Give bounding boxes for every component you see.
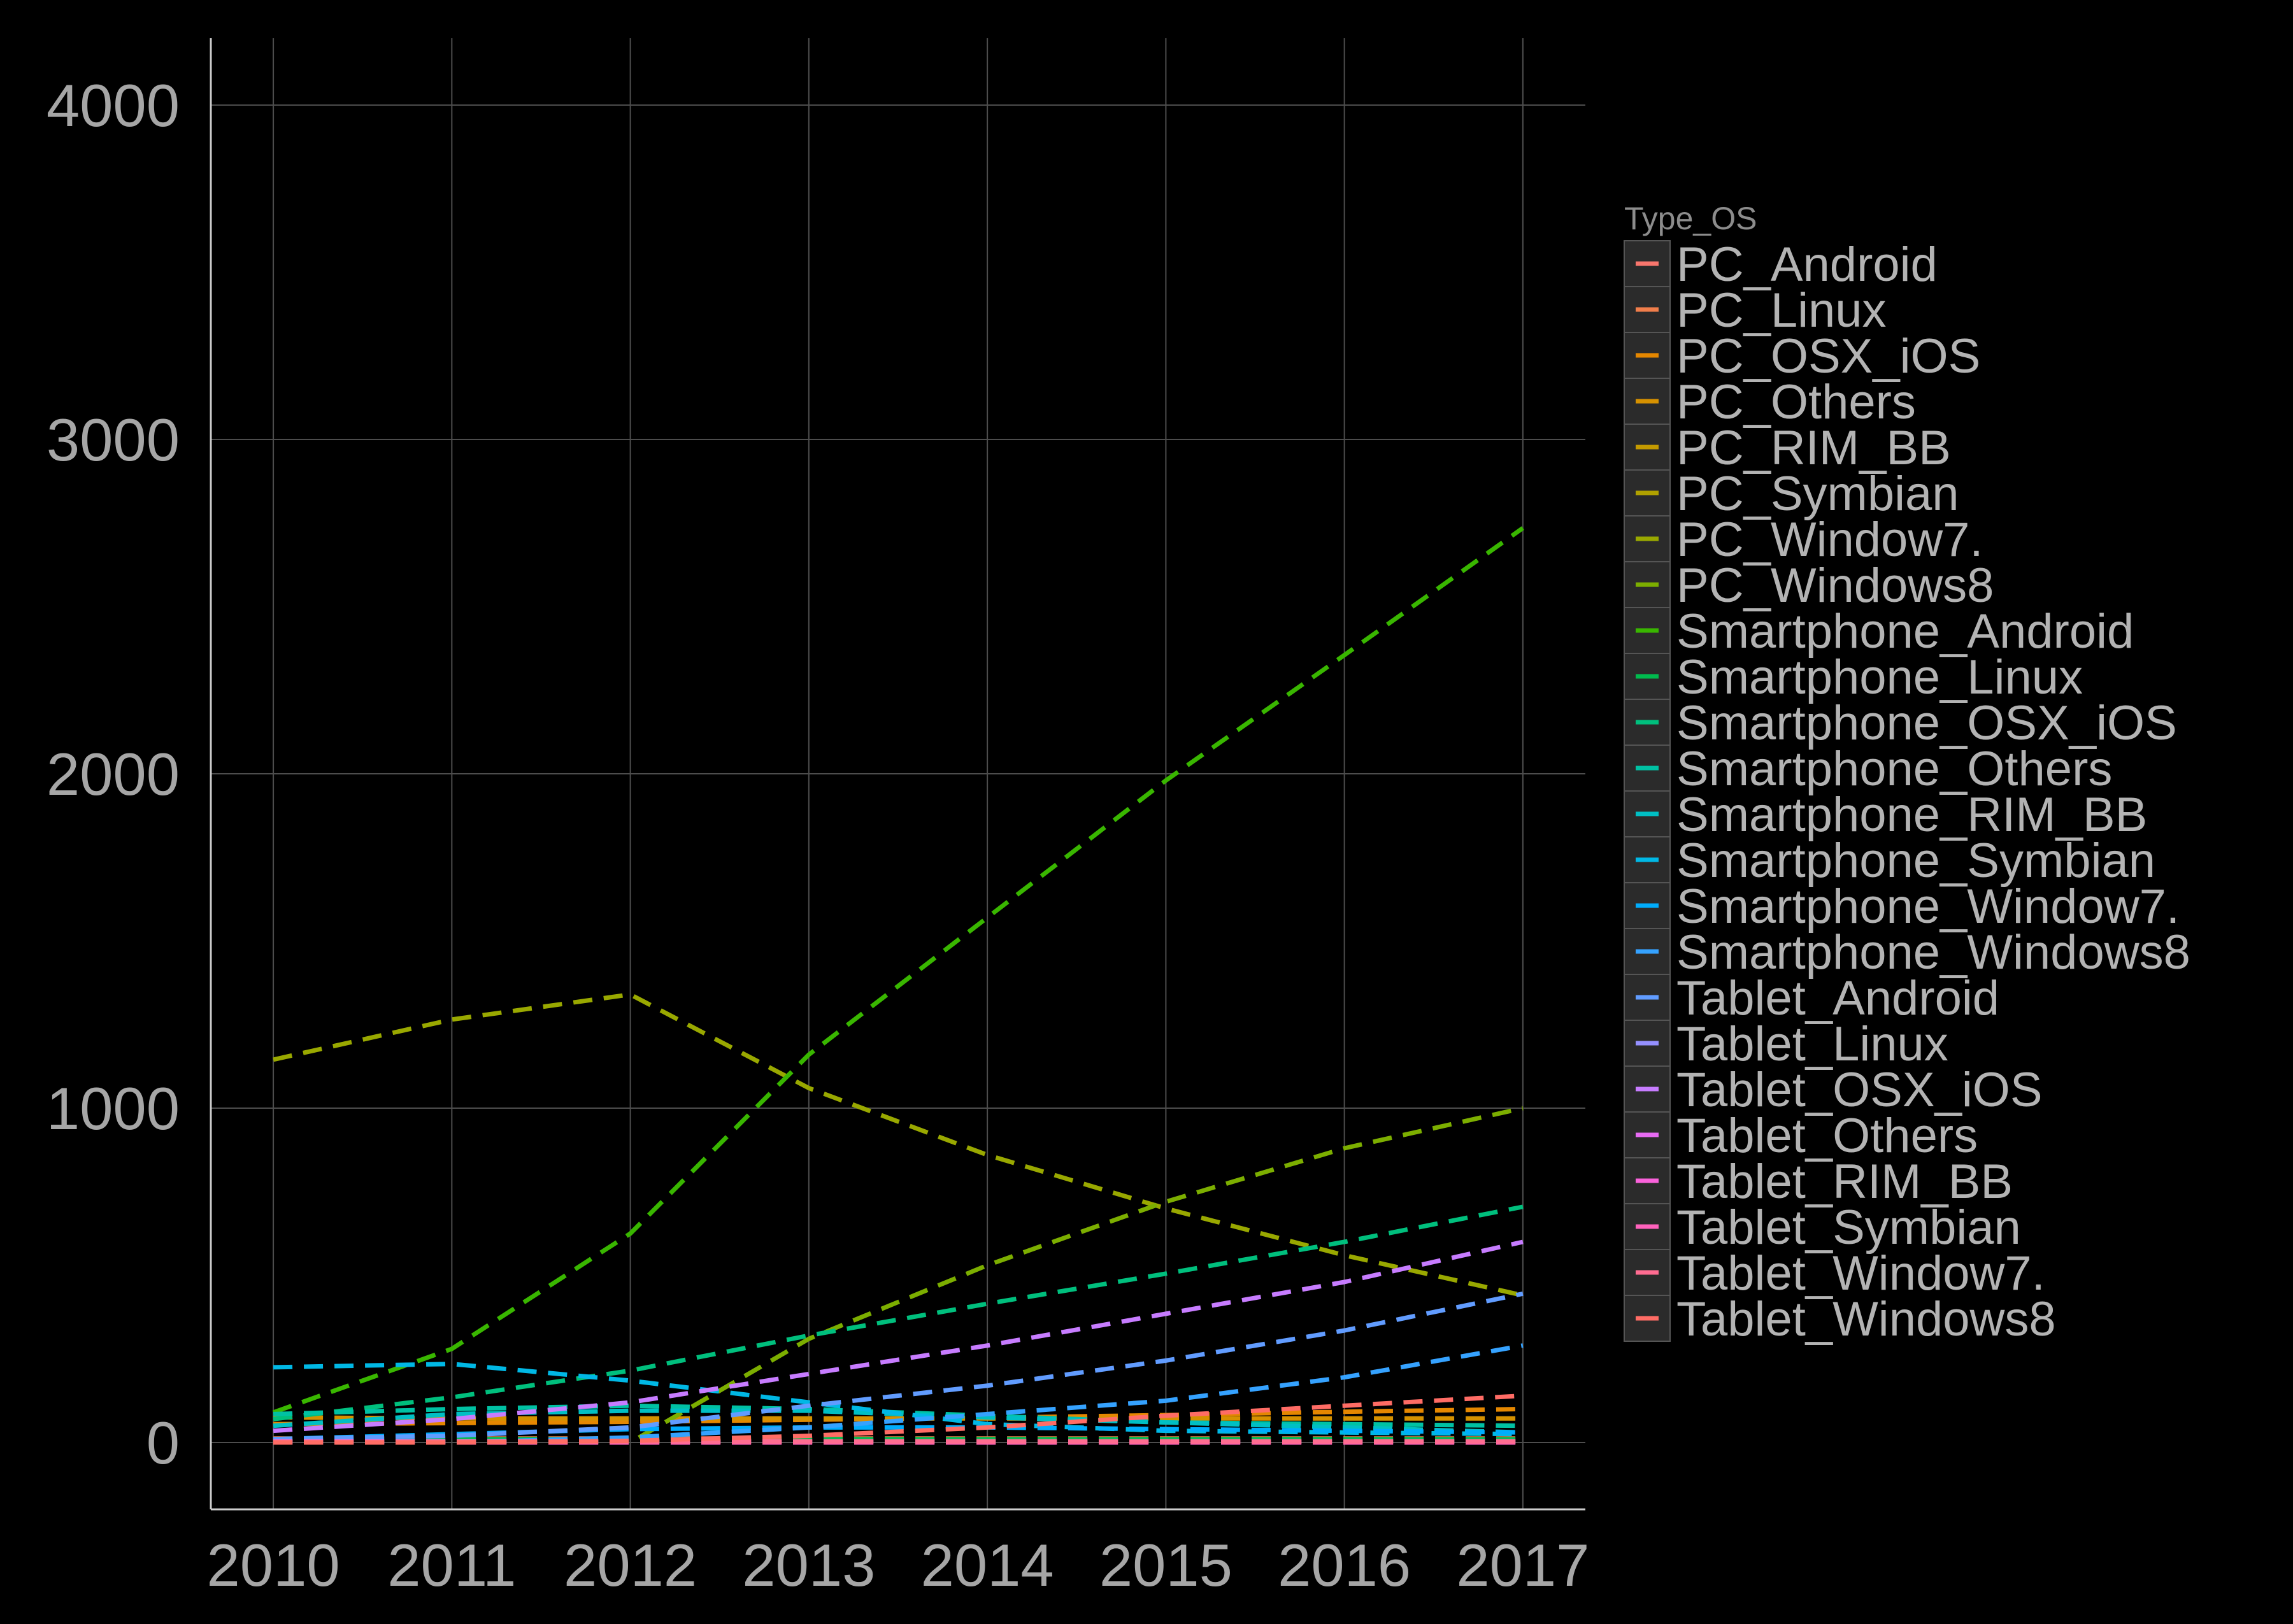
- legend-label: Tablet_Windows8: [1676, 1292, 2056, 1346]
- series-line-pc-window7: [273, 992, 1524, 1298]
- legend-label: PC_Window7.: [1676, 513, 1983, 567]
- series-line-tablet-window7: [273, 1439, 1523, 1444]
- series-line-smartphone-osx-ios: [273, 1204, 1524, 1421]
- legend-label: PC_Android: [1676, 238, 1938, 292]
- x-axis-tick-labels: 2010 2011 2012 2013 2014 2015 2016 2017: [207, 1532, 1590, 1599]
- legend-label: PC_Symbian: [1676, 467, 1959, 521]
- series-line-pc-windows8: [273, 1106, 1524, 1445]
- series-line-pc-others: [273, 1415, 1523, 1421]
- legend-label: Smartphone_Linux: [1676, 650, 2083, 704]
- legend-label: Tablet_Window7.: [1676, 1246, 2045, 1300]
- series-line-tablet-osx-ios: [273, 1239, 1524, 1434]
- legend-label: Smartphone_Android: [1676, 604, 2134, 659]
- series-line-tablet-android: [273, 1291, 1524, 1442]
- legend-label: PC_RIM_BB: [1676, 421, 1951, 475]
- legend-label: PC_Linux: [1676, 283, 1887, 338]
- legend-label: PC_Others: [1676, 375, 1916, 429]
- legend-label: Smartphone_Window7.: [1676, 880, 2180, 934]
- x-tick-label: 2012: [564, 1532, 697, 1599]
- y-tick-label: 1000: [46, 1075, 180, 1142]
- series-line-smartphone-android: [272, 526, 1524, 1415]
- legend-label: PC_OSX_iOS: [1676, 329, 1980, 383]
- x-tick-label: 2010: [207, 1532, 340, 1599]
- y-axis-tick-labels: 0 1000 2000 3000 4000: [46, 72, 180, 1476]
- legend-label: Tablet_RIM_BB: [1676, 1155, 2013, 1209]
- y-tick-label: 0: [146, 1409, 180, 1476]
- x-tick-label: 2015: [1099, 1532, 1232, 1599]
- x-tick-label: 2017: [1456, 1532, 1589, 1599]
- axes: [210, 38, 1585, 1511]
- x-tick-label: 2014: [921, 1532, 1054, 1599]
- legend-label: Tablet_Linux: [1676, 1017, 1948, 1071]
- y-tick-label: 2000: [46, 741, 180, 808]
- legend-label: Tablet_Android: [1676, 971, 1999, 1025]
- series-lines: [272, 526, 1524, 1445]
- legend-label: Smartphone_Symbian: [1676, 834, 2155, 888]
- x-tick-label: 2013: [742, 1532, 875, 1599]
- series-line-smartphone-window7: [273, 1425, 1523, 1442]
- legend-label: Smartphone_RIM_BB: [1676, 788, 2147, 842]
- legend-label: Tablet_OSX_iOS: [1676, 1063, 2043, 1117]
- x-tick-label: 2016: [1278, 1532, 1411, 1599]
- legend-label: Smartphone_Windows8: [1676, 925, 2190, 979]
- legend-label: Smartphone_Others: [1676, 742, 2112, 796]
- legend-title: Type_OS: [1624, 201, 1757, 236]
- series-line-smartphone-windows8: [273, 1343, 1524, 1445]
- legend-label: Tablet_Others: [1676, 1109, 1978, 1163]
- y-tick-label: 3000: [46, 406, 180, 473]
- legend-key: [1624, 424, 1671, 471]
- legend: Type_OS PC_AndroidPC_LinuxPC_OSX_iOSPC_O…: [1624, 201, 2190, 1346]
- x-tick-label: 2011: [387, 1532, 516, 1599]
- grid-lines: [211, 38, 1585, 1509]
- legend-label: Smartphone_OSX_iOS: [1676, 696, 2177, 750]
- series-line-tablet-windows8: [273, 1393, 1524, 1445]
- legend-label: PC_Windows8: [1676, 559, 1994, 613]
- legend-label: Tablet_Symbian: [1676, 1200, 2021, 1255]
- y-tick-label: 4000: [46, 72, 180, 139]
